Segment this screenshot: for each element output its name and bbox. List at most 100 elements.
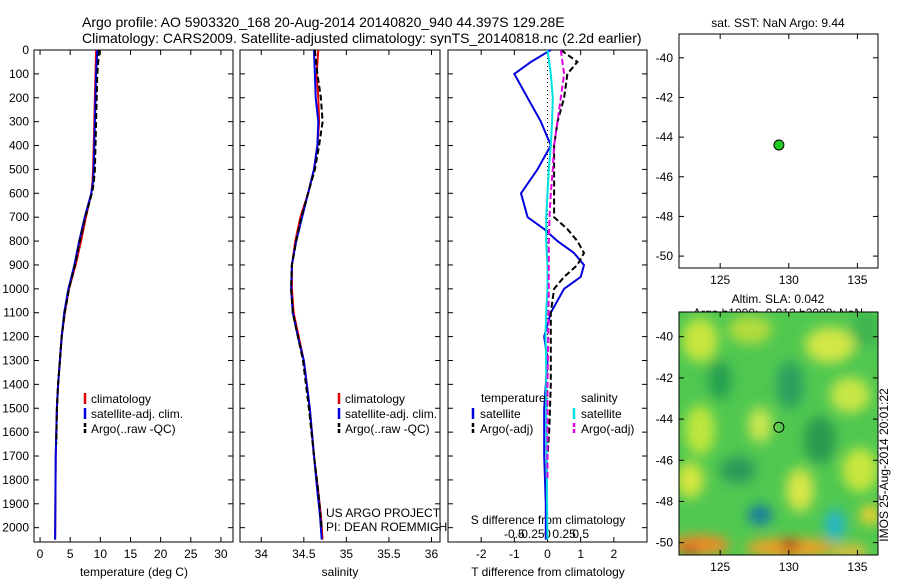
pi-label: PI: DEAN ROEMMICH bbox=[326, 520, 447, 534]
header-line1: Argo profile: AO 5903320_168 20-Aug-2014… bbox=[82, 14, 565, 30]
x-tick-label-0: 125 bbox=[710, 273, 730, 287]
x-tick-label-2: 135 bbox=[847, 560, 867, 574]
temperature-panel bbox=[33, 49, 234, 543]
salinity-panel bbox=[239, 49, 441, 543]
y-tick-label-12: 1200 bbox=[2, 330, 29, 344]
x-tick-label-0: 125 bbox=[710, 560, 730, 574]
legend-label-1: satellite-adj. clim. bbox=[345, 407, 437, 421]
y-tick-label-6: 600 bbox=[9, 186, 29, 200]
legend-label-t-0: satellite bbox=[480, 407, 521, 421]
y-tick-label-17: 1700 bbox=[2, 449, 29, 463]
legend-label-0: climatology bbox=[345, 392, 405, 406]
x-tick-label-0: 34 bbox=[255, 547, 269, 561]
x-tick-label-2: 35 bbox=[340, 547, 354, 561]
x-tick-label-1: -1 bbox=[509, 547, 520, 561]
s-tick-label-4: 0.5 bbox=[572, 527, 589, 541]
legend-title-temperature: temperature bbox=[481, 391, 546, 405]
y-tick-label-0: -40 bbox=[656, 330, 674, 344]
s-tick-label-3: 0.25 bbox=[552, 527, 576, 541]
sla-map-chart: 125 130 135 -40 -42 -44 -46 -48 -50 bbox=[656, 312, 878, 574]
y-tick-label-19: 1900 bbox=[2, 497, 29, 511]
y-tick-label-11: 1100 bbox=[3, 306, 29, 320]
legend-label-s-0: satellite bbox=[581, 407, 622, 421]
y-tick-label-4: 400 bbox=[9, 139, 29, 153]
series-line-2 bbox=[55, 49, 101, 445]
argo-location-marker bbox=[773, 421, 785, 433]
y-tick-label-5: -50 bbox=[656, 249, 674, 263]
sst-map-title: sat. SST: NaN Argo: 9.44 bbox=[711, 16, 845, 30]
sst-map-chart: 125 130 135 -40 -42 -44 -46 -48 -50 bbox=[656, 34, 878, 287]
y-tick-label-14: 1400 bbox=[2, 377, 29, 391]
series-line-2 bbox=[290, 49, 324, 528]
y-tick-label-4: -48 bbox=[656, 494, 674, 508]
y-tick-label-2: -44 bbox=[656, 130, 674, 144]
x-tick-label-0: 0 bbox=[37, 547, 44, 561]
y-tick-label-0: -40 bbox=[656, 51, 674, 65]
x-tick-label-1: 130 bbox=[779, 560, 799, 574]
legend-label-2: Argo(..raw -QC) bbox=[345, 422, 430, 436]
y-tick-label-1: -42 bbox=[656, 371, 674, 385]
legend-title-salinity: salinity bbox=[581, 391, 618, 405]
y-tick-label-15: 1500 bbox=[2, 401, 29, 415]
x-tick-label-1: 130 bbox=[779, 273, 799, 287]
sla-title-line1: Altim. SLA: 0.042 bbox=[732, 292, 825, 306]
y-tick-label-18: 1800 bbox=[2, 473, 29, 487]
x-tick-label-3: 35.5 bbox=[377, 547, 401, 561]
x-tick-label-6: 30 bbox=[214, 547, 228, 561]
y-tick-label-1: 100 bbox=[9, 67, 29, 81]
y-tick-label-9: 900 bbox=[9, 258, 29, 272]
temperature-chart: 0100200300400500600700800900100011001200… bbox=[2, 43, 647, 579]
x-tick-label-5: 25 bbox=[184, 547, 198, 561]
legend-label-1: satellite-adj. clim. bbox=[91, 407, 183, 421]
y-tick-label-2: -44 bbox=[656, 412, 674, 426]
x-tick-label-4: 20 bbox=[154, 547, 168, 561]
y-tick-label-5: -50 bbox=[656, 536, 674, 550]
y-tick-label-1: -42 bbox=[656, 90, 674, 104]
legend-label-2: Argo(..raw -QC) bbox=[91, 422, 176, 436]
y-tick-label-7: 700 bbox=[9, 210, 29, 224]
header-line2: Climatology: CARS2009. Satellite-adjuste… bbox=[82, 30, 642, 46]
argo-location-marker bbox=[773, 139, 785, 151]
s-tick-label-0: -0.5 bbox=[504, 527, 525, 541]
series-line-1 bbox=[546, 49, 586, 457]
x-axis-label: salinity bbox=[322, 565, 359, 579]
y-tick-label-10: 1000 bbox=[2, 282, 29, 296]
legend-label-s-1: Argo(-adj) bbox=[581, 422, 634, 436]
difference-chart: -2 -1 0 1 2-0.5-0.25 0 0.250.5S difference fro… bbox=[471, 49, 634, 579]
x-tick-label-3: 15 bbox=[124, 547, 138, 561]
x-tick-label-1: 34.5 bbox=[292, 547, 316, 561]
y-tick-label-20: 2000 bbox=[2, 521, 29, 535]
sla-map-frame bbox=[678, 311, 879, 556]
y-tick-label-4: -48 bbox=[656, 209, 674, 223]
x-tick-label-0: -2 bbox=[476, 547, 487, 561]
s-tick-label-1: -0.25 bbox=[517, 527, 545, 541]
y-tick-label-3: -46 bbox=[656, 453, 674, 467]
project-label: US ARGO PROJECT bbox=[326, 506, 441, 520]
x-tick-label-2: 10 bbox=[94, 547, 108, 561]
series-line-3 bbox=[546, 49, 566, 480]
x-tick-label-1: 5 bbox=[67, 547, 74, 561]
series-line-2 bbox=[544, 49, 554, 540]
y-tick-label-3: -46 bbox=[656, 170, 674, 184]
y-tick-label-3: 300 bbox=[9, 115, 29, 129]
y-tick-label-16: 1600 bbox=[2, 425, 29, 439]
sla-heatmap bbox=[679, 312, 878, 555]
imos-timestamp: IMOS 25-Aug-2014 20:01:22 bbox=[877, 388, 891, 542]
y-tick-label-5: 500 bbox=[9, 162, 29, 176]
y-tick-label-0: 0 bbox=[22, 43, 29, 57]
y-tick-label-2: 200 bbox=[9, 91, 29, 105]
x-tick-label-4: 2 bbox=[610, 547, 617, 561]
sst-map-panel bbox=[678, 33, 879, 269]
x-tick-label-2: 135 bbox=[847, 273, 867, 287]
x-tick-label-2: 0 bbox=[544, 547, 551, 561]
legend-label-t-1: Argo(-adj) bbox=[480, 422, 533, 436]
x-axis-label: temperature (deg C) bbox=[80, 565, 188, 579]
x-tick-label-3: 1 bbox=[577, 547, 584, 561]
x-tick-label-4: 36 bbox=[425, 547, 439, 561]
x-axis-label: T difference from climatology bbox=[471, 565, 625, 579]
salinity-chart: 34 34.5 35 35.5 36 salinity climatologysatelli… bbox=[255, 49, 447, 579]
legend-label-0: climatology bbox=[91, 392, 151, 406]
y-tick-label-8: 800 bbox=[9, 234, 29, 248]
y-tick-label-13: 1300 bbox=[2, 353, 29, 367]
